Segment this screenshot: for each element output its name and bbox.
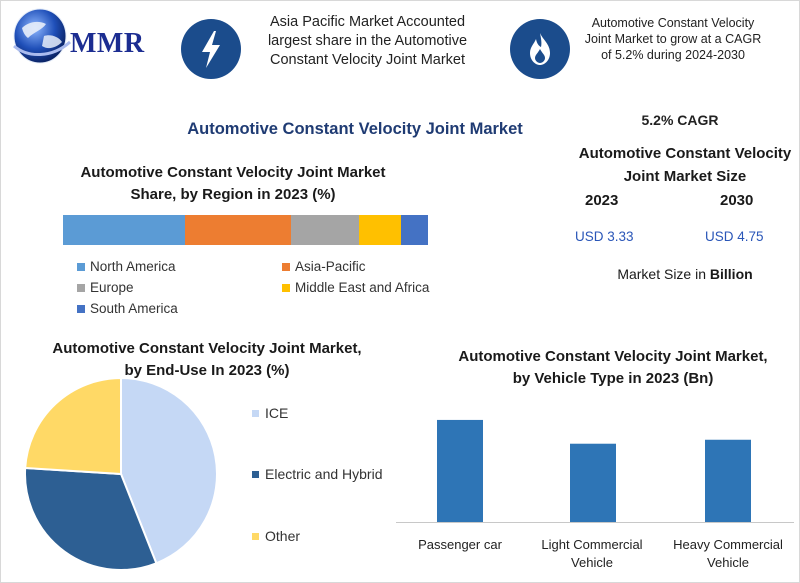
x-tick-label: Passenger car [418,537,502,552]
year-start: 2023 [585,192,619,209]
market-size-title: Automotive Constant Velocity Joint Marke… [578,145,792,185]
legend-item-europe: Europe [77,280,134,295]
unit-prefix: Market Size in [617,266,710,282]
pie-slice-ice [120,376,218,565]
pie-legend-ice: ICE [252,405,288,421]
year-end: 2030 [720,192,754,209]
legend-item-north-america: North America [77,259,176,274]
legend-label: ICE [265,405,289,421]
stack-segment-europe [291,215,359,245]
legend-swatch [282,283,290,292]
pie-legend-other: Other [252,528,300,544]
legend-swatch [282,262,290,271]
legend-item-south-america: South America [77,301,178,316]
legend-label: Europe [90,280,134,295]
main-title: Automotive Constant Velocity Joint Marke… [187,120,523,138]
mmr-logo: MMR [8,6,158,68]
stack-segment-asia-pacific [185,215,292,245]
bar-light-commercial-vehicle [570,443,616,523]
legend-swatch [77,283,85,292]
logo-text: MMR [70,28,145,59]
legend-label: Electric and Hybrid [265,466,383,482]
legend-item-middle-east-africa: Middle East and Africa [282,280,429,295]
region-chart-title: Automotive Constant Velocity Joint Marke… [80,164,386,203]
legend-label: Other [265,528,301,544]
stack-segment-north-america [63,215,186,245]
vehicle-bar-chart [437,419,751,523]
x-tick-label: Heavy Commercial Vehicle [673,537,783,570]
legend-item-asia-pacific: Asia-Pacific [282,259,366,274]
market-size-unit: Market Size in Billion [575,266,795,282]
end-use-pie-chart [24,376,218,571]
legend-swatch [77,304,85,313]
pie-slice-other [24,376,122,476]
unit-bold: Billion [709,266,753,282]
x-axis-line [396,522,794,523]
value-start: USD 3.33 [575,229,634,244]
legend-label: South America [90,301,178,316]
flame-icon [510,19,570,79]
cagr-label: 5.2% CAGR [641,112,719,128]
pie-legend-electric-hybrid: Electric and Hybrid [252,466,383,482]
legend-swatch [252,470,259,478]
stack-segment-south-america [400,215,428,245]
legend-swatch [252,532,259,540]
header-right-text: Automotive Constant Velocity Joint Marke… [584,16,762,62]
legend-label: Middle East and Africa [295,280,430,295]
stack-segment-middle-east-and-africa [358,215,401,245]
legend-swatch [252,409,259,417]
value-end: USD 4.75 [705,229,764,244]
pie-slice-electric-and-hybrid [24,466,158,571]
vehicle-chart-title: Automotive Constant Velocity Joint Marke… [458,348,768,387]
header-left-text: Asia Pacific Market Accounted largest sh… [267,14,468,68]
bar-passenger-car [437,419,483,523]
legend-label: North America [90,259,176,274]
bar-heavy-commercial-vehicle [705,439,751,523]
lightning-bolt-icon [181,19,241,79]
x-tick-label: Light Commercial Vehicle [541,537,643,570]
legend-swatch [77,262,85,271]
end-use-chart-title: Automotive Constant Velocity Joint Marke… [52,340,362,379]
legend-label: Asia-Pacific [295,259,366,274]
globe-icon [13,8,71,64]
region-stacked-bar [63,215,428,245]
